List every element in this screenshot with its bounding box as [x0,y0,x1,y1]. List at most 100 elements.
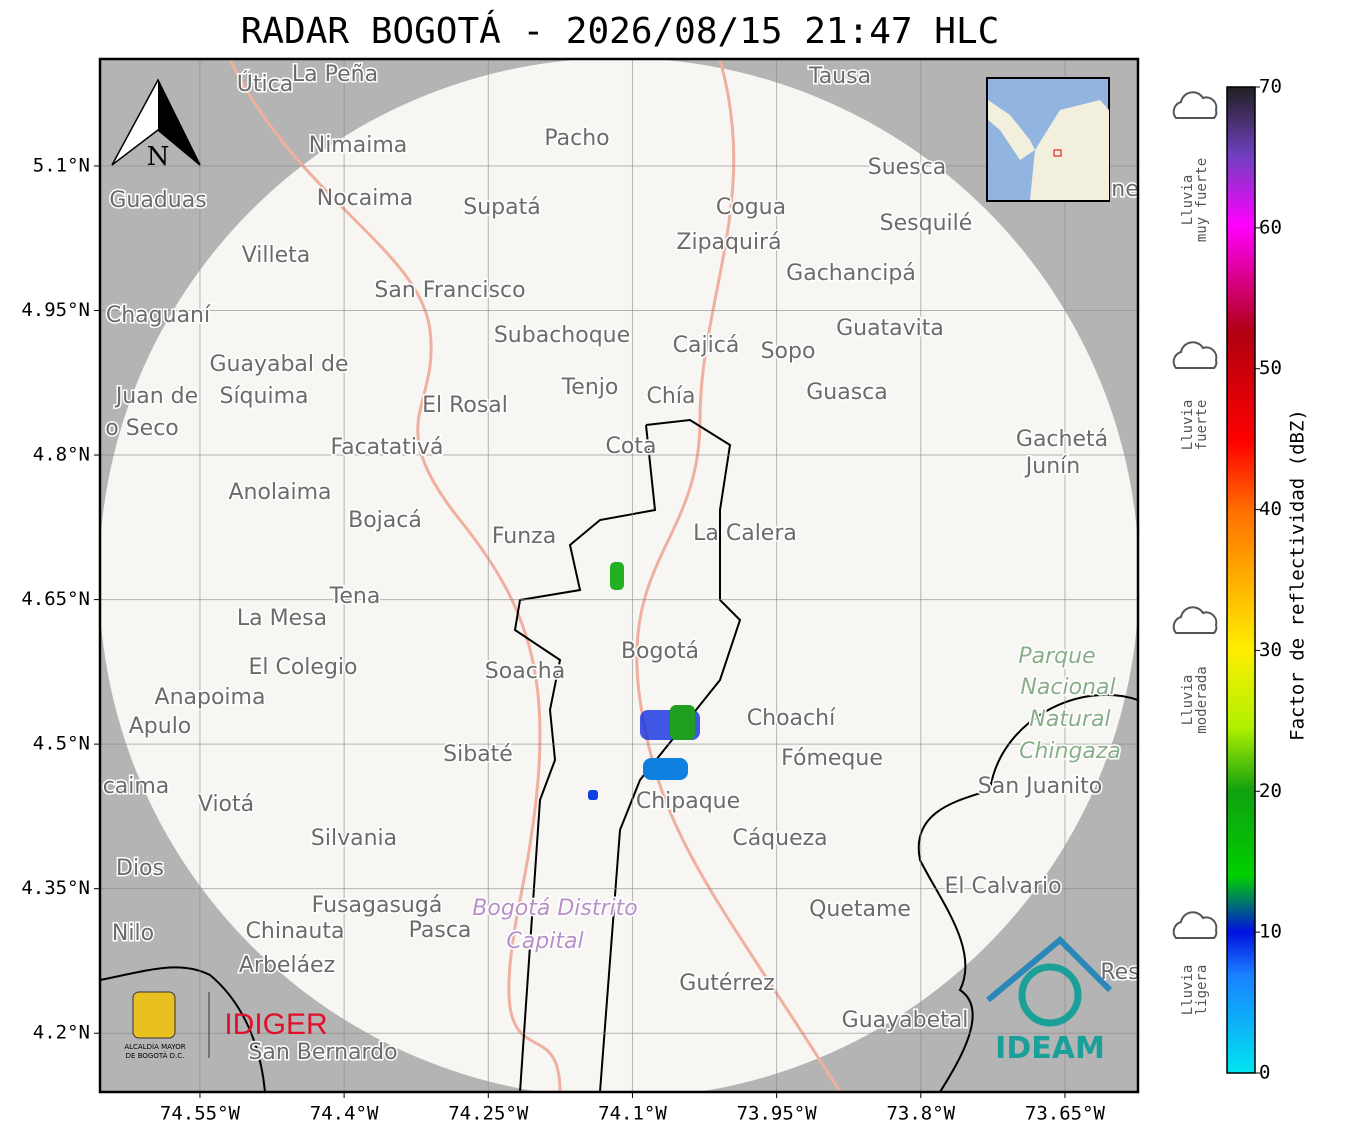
rain-category: Lluvia [1180,675,1196,726]
inset-land [988,100,1035,160]
place-label: Cogua [716,195,786,220]
map-frame [98,57,1140,1094]
x-tick-label: 73.65°W [1025,1103,1106,1125]
rain-category: Lluvia [1180,965,1196,1016]
cloud-icon [1172,91,1218,119]
place-label: Funza [492,524,556,549]
place-label: Soacha [485,659,565,684]
place-label: Supatá [463,195,540,220]
place-label: Viotá [198,792,254,817]
y-tick-label: 5.1°N [33,154,90,176]
place-label: Guasca [806,380,888,405]
place-label: Nacional [1020,675,1115,700]
radar-echoes [588,562,700,800]
x-tick-label: 73.8°W [886,1103,955,1125]
place-label: Suesca [868,155,946,180]
place-label: Fómeque [781,746,883,771]
place-label: San Bernardo [248,1040,397,1065]
place-label: Sibaté [443,742,513,767]
x-tick-label: 74.55°W [160,1103,241,1125]
inset-marker [1053,149,1062,157]
place-label: Tenjo [561,375,619,400]
place-label: Capital [506,929,583,954]
place-label: Bogotá Distrito [472,896,637,921]
place-label: Chipaque [636,789,740,814]
place-label: caima [103,774,170,799]
place-label: Tausa [808,64,871,89]
colorbar-tick-label: 60 [1259,216,1282,238]
place-label: Guatavita [836,316,944,341]
rain-category: Lluvia [1180,175,1196,226]
colorbar [1226,86,1256,1074]
x-tick-label: 74.1°W [598,1103,667,1125]
colorbar-tick-label: 40 [1259,498,1282,520]
place-label: Fusagasugá [312,893,443,918]
rain-category: ligera [1194,965,1210,1016]
ideam-roof [986,935,1113,1003]
x-tick-label: 74.25°W [448,1103,529,1125]
place-label: Arbeláez [239,953,335,978]
place-label: Tena [329,584,381,609]
place-label: Junín [1024,454,1080,479]
place-label: La Calera [693,521,797,546]
alcaldia-shield [132,991,176,1039]
place-label: Parque [1018,644,1095,669]
place-label: Sesquilé [880,211,973,236]
place-label: Subachoque [494,323,630,348]
ideam-swirl [1018,963,1082,1027]
place-label: El Rosal [422,393,508,418]
place-label: Natural [1029,707,1110,732]
title: RADAR BOGOTÁ - 2026/08/15 21:47 HLC [241,10,1000,52]
place-label: San Juanito [978,774,1102,799]
colorbar-tick-label: 70 [1259,76,1282,98]
colorbar-tick-label: 10 [1259,921,1282,943]
place-label: Zipaquirá [676,230,781,255]
place-label: Dios [116,856,164,881]
place-label: Chingaza [1019,739,1121,764]
place-label: La Mesa [237,606,327,631]
axes: 74.55°W 74.4°W 74.25°W 74.1°W 73.95°W 73.8°W 7… [21,154,1105,1124]
echo [670,705,695,740]
place-label: Chía [647,384,696,409]
place-label: Cáqueza [732,826,827,851]
x-tick-label: 73.95°W [737,1103,818,1125]
place-label: Bojacá [348,508,422,533]
y-tick-label: 4.65°N [21,588,90,610]
colorbar-tick-label: 0 [1259,1062,1270,1084]
place-label: Gachetá [1016,427,1108,452]
road [228,59,562,1092]
colorbar-axis: 0 10 20 30 40 50 60 70 [1255,76,1282,1084]
cloud-icon [1172,341,1218,369]
alcaldia-text: ALCALDÍA MAYOR [124,1042,185,1051]
place-label: ne [1111,177,1138,202]
place-label: Anapoima [155,685,266,710]
road [635,59,842,1092]
rain-category: moderada [1194,666,1210,733]
grid [100,59,1138,1092]
place-label: o Seco [105,416,179,441]
y-tick-label: 4.35°N [21,877,90,899]
cloud-icon [1172,606,1218,634]
place-label: Juan de [114,384,198,409]
place-label: Chaguaní [106,303,211,328]
place-label: Guaduas [109,188,206,213]
alcaldia-text: DE BOGOTÁ D.C. [126,1051,185,1060]
rain-category: Lluvia [1180,400,1196,451]
cloud-icon [1172,911,1218,939]
rain-category: fuerte [1194,400,1210,451]
place-label: Quetame [809,897,911,922]
colorbar-label: Factor de reflectividad (dBZ) [1287,409,1309,741]
boundary [513,424,657,1092]
rain-category: muy fuerte [1194,158,1210,242]
place-label: Pacho [544,126,609,151]
place-label: Anolaima [228,480,331,505]
echo [588,790,598,800]
inset-land [1030,100,1109,200]
y-tick-label: 4.5°N [33,733,90,755]
y-tick-label: 4.8°N [33,444,90,466]
place-label: El Calvario [944,874,1061,899]
place-label: Nilo [112,921,154,946]
